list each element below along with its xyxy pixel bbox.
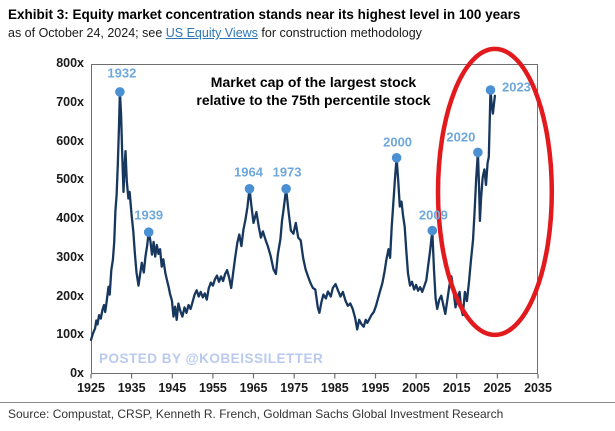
x-tick-label: 1935 [117, 381, 146, 395]
y-tick-label: 700x [56, 94, 84, 109]
x-tick-label: 2025 [483, 381, 512, 395]
x-tick-label: 1975 [280, 381, 309, 395]
y-tick-label: 100x [56, 327, 84, 342]
y-tick-label: 500x [56, 172, 84, 187]
peak-year-label: 1932 [107, 65, 137, 81]
y-tick-label: 300x [56, 249, 84, 264]
watermark-text: POSTED BY @KOBEISSILETTER [99, 351, 324, 366]
in-chart-title-line2: relative to the 75th percentile stock [196, 92, 431, 108]
peak-year-label: 2000 [383, 134, 413, 150]
peak-year-label: 2020 [446, 129, 476, 145]
in-chart-title-line1: Market cap of the largest stock [210, 74, 417, 90]
subtitle-suffix: for construction methodology [257, 26, 422, 40]
y-tick-label: 400x [56, 211, 84, 225]
x-tick-label: 2015 [442, 381, 471, 395]
peak-year-label: 2023 [501, 79, 531, 95]
us-equity-views-link[interactable]: US Equity Views [165, 26, 258, 40]
source-text: Source: Compustat, CRSP, Kenneth R. Fren… [8, 407, 504, 421]
x-tick-label: 1965 [239, 381, 268, 395]
x-tick-label: 2035 [524, 381, 552, 395]
x-tick-label: 1925 [77, 381, 105, 395]
y-tick-label: 800x [56, 56, 84, 70]
peak-year-label: 1964 [234, 164, 263, 180]
x-tick-label: 1945 [158, 381, 187, 395]
y-tick-label: 0x [70, 366, 84, 380]
in-chart-title: Market cap of the largest stock relative… [166, 73, 461, 109]
separator-line [0, 402, 615, 403]
x-axis-ticks [90, 374, 539, 379]
peak-year-label: 1973 [272, 164, 302, 180]
peak-year-label: 2009 [418, 207, 448, 223]
peak-year-label: 1939 [134, 207, 164, 223]
exhibit-subtitle: as of October 24, 2024; see US Equity Vi… [8, 26, 422, 40]
y-tick-label: 600x [56, 133, 84, 148]
exhibit-title: Exhibit 3: Equity market concentration s… [8, 7, 521, 22]
x-tick-label: 1985 [320, 381, 349, 395]
subtitle-prefix: as of October 24, 2024; see [8, 26, 166, 40]
x-tick-label: 1995 [361, 381, 390, 395]
x-tick-label: 2005 [402, 381, 430, 395]
y-tick-label: 200x [56, 288, 84, 303]
x-tick-label: 1955 [199, 381, 227, 395]
